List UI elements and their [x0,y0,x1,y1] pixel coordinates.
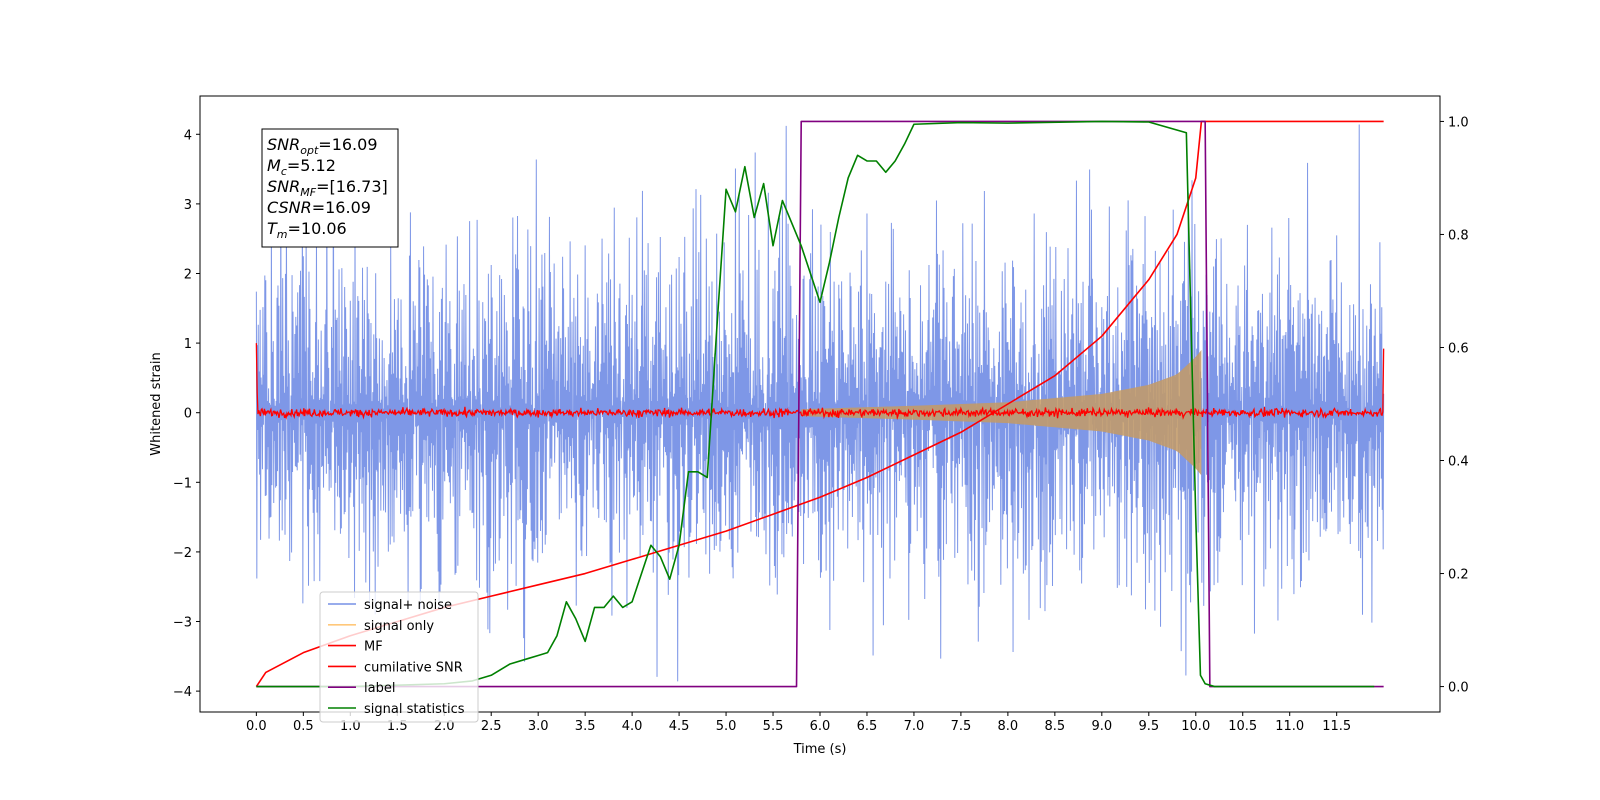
y-tick-label: 2 [184,267,192,282]
annotation-line: Tm=10.06 [267,219,347,241]
annotation-value: =16.09 [318,135,377,154]
x-tick-label: 3.5 [575,719,596,734]
x-tick-label: 11.5 [1322,719,1351,734]
x-tick-label: 2.5 [481,719,502,734]
annotation-symbol: M [267,156,281,175]
x-tick-label: 0.5 [293,719,314,734]
x-tick-label: 1.5 [387,719,408,734]
x-tick-label: 6.5 [857,719,878,734]
legend: signal+ noise signal only MF cumilative SNR… [319,591,479,723]
annotation-symbol: SNR [267,135,300,154]
x-tick-label: 8.0 [998,719,1019,734]
annotation-symbol: CSNR [267,198,312,217]
y-tick-label: 1 [184,337,192,352]
x-tick-label: 7.0 [904,719,925,734]
x-tick-label: 0.0 [246,719,267,734]
x-tick-label: 10.0 [1181,719,1210,734]
y-tick-label: −4 [173,685,192,700]
x-tick-label: 11.0 [1275,719,1304,734]
y-tick-label: −2 [173,546,192,561]
x-tick-label: 5.5 [763,719,784,734]
x-tick-label: 4.5 [669,719,690,734]
y-tick-label: 3 [184,198,192,213]
y-tick-label: −3 [173,616,192,631]
y-tick-label: 4 [184,128,192,143]
x-tick-label: 6.0 [810,719,831,734]
annotation-subscript: MF [300,186,316,199]
x-tick-label: 5.0 [716,719,737,734]
legend-entry: label [364,681,395,696]
x-tick-label: 10.5 [1228,719,1257,734]
legend-entry: MF [364,640,383,655]
annotation-value: =5.12 [287,156,336,175]
annotation-line: CSNR=16.09 [267,198,371,217]
x-tick-label: 3.0 [528,719,549,734]
x-tick-label: 1.0 [340,719,361,734]
annotation-subscript: c [281,165,287,178]
x-tick-label: 9.0 [1091,719,1112,734]
y2-tick-label: 0.8 [1448,228,1469,243]
series-mf [255,343,1385,421]
annotation-subscript: m [277,228,288,241]
annotation-frame [261,128,399,248]
y2-tick-label: 0.4 [1448,455,1469,470]
y2-tick-label: 0.0 [1448,681,1469,696]
series-signal-statistics [256,120,1375,688]
y-axis-right: 0.0 0.2 0.4 0.6 0.8 1.0 [1440,115,1469,696]
x-tick-label: 4.0 [622,719,643,734]
annotation-subscript: opt [300,144,319,157]
annotation-symbol: T [267,219,278,238]
stats-annotation-box: SNRopt=16.09Mc=5.12SNRMF=[16.73]CSNR=16.… [261,128,399,248]
y2-tick-label: 1.0 [1448,115,1469,130]
y2-tick-label: 0.6 [1448,341,1469,356]
legend-entry: cumilative SNR [364,660,463,675]
annotation-value: =[16.73] [316,177,388,196]
annotation-value: =10.06 [288,219,347,238]
y-axis-left: −4 −3 −2 −1 0 1 2 3 4 [173,128,200,700]
x-tick-label: 9.5 [1138,719,1159,734]
annotation-value: =16.09 [312,198,371,217]
annotation-line: SNRopt=16.09 [267,135,378,157]
x-tick-label: 2.0 [434,719,455,734]
x-tick-label: 7.5 [951,719,972,734]
legend-entry: signal statistics [364,702,465,717]
annotation-line: Mc=5.12 [267,156,336,178]
legend-frame [319,591,479,723]
x-axis: 0.0 0.5 1.0 1.5 2.0 2.5 3.0 3.5 4.0 4.5 5.0 5.5 6.0 6… [246,712,1351,734]
y-axis-title: Whitened strain [149,352,164,455]
y2-tick-label: 0.2 [1448,568,1469,583]
y-tick-label: −1 [173,476,192,491]
annotation-line: SNRMF=[16.73] [267,177,388,199]
x-axis-title: Time (s) [793,742,847,757]
y-tick-label: 0 [184,407,192,422]
annotation-symbol: SNR [267,177,300,196]
legend-entry: signal only [364,619,434,634]
legend-entry: signal+ noise [364,598,452,613]
x-tick-label: 8.5 [1045,719,1066,734]
